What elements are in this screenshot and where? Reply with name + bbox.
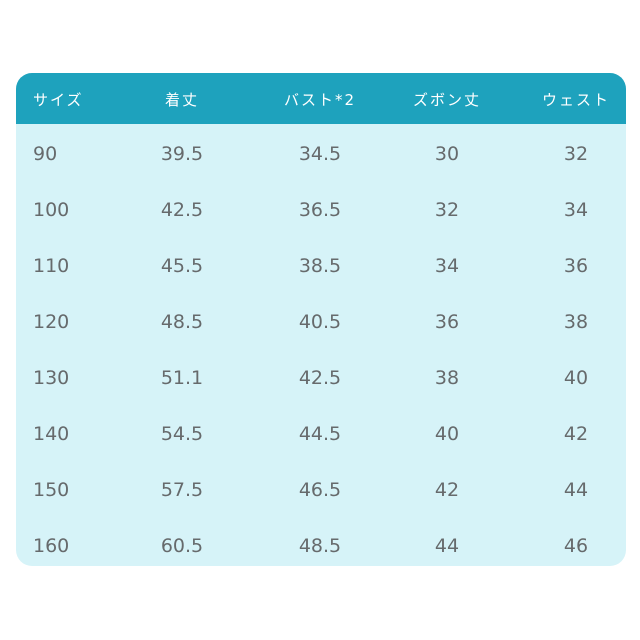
header-waist: ウェスト (541, 91, 610, 109)
cell-bust: 36.5 (298, 199, 342, 221)
cell-bust: 40.5 (298, 311, 342, 333)
cell-length: 51.1 (160, 367, 204, 389)
cell-length: 39.5 (160, 143, 204, 165)
table-header: サイズ 着丈 バスト*2 ズボン丈 ウェスト (16, 73, 626, 124)
cell-size: 160 (33, 535, 70, 557)
cell-pants-length: 32 (434, 199, 460, 221)
header-bust: バスト*2 (283, 91, 357, 109)
cell-size: 140 (33, 423, 70, 445)
cell-pants-length: 36 (434, 311, 460, 333)
cell-length: 42.5 (160, 199, 204, 221)
cell-waist: 44 (563, 479, 589, 501)
cell-waist: 42 (563, 423, 589, 445)
cell-length: 54.5 (160, 423, 204, 445)
header-size: サイズ (33, 91, 84, 109)
cell-length: 48.5 (160, 311, 204, 333)
cell-waist: 46 (563, 535, 589, 557)
cell-waist: 40 (563, 367, 589, 389)
cell-length: 45.5 (160, 255, 204, 277)
cell-size: 110 (33, 255, 70, 277)
cell-size: 120 (33, 311, 70, 333)
cell-waist: 32 (563, 143, 589, 165)
cell-pants-length: 42 (434, 479, 460, 501)
cell-length: 57.5 (160, 479, 204, 501)
cell-pants-length: 44 (434, 535, 460, 557)
cell-bust: 46.5 (298, 479, 342, 501)
header-length: 着丈 (164, 91, 199, 109)
size-chart-table: サイズ 着丈 バスト*2 ズボン丈 ウェスト 90 39.5 34.5 30 32 100… (16, 73, 626, 566)
cell-waist: 38 (563, 311, 589, 333)
cell-bust: 34.5 (298, 143, 342, 165)
cell-bust: 48.5 (298, 535, 342, 557)
cell-bust: 44.5 (298, 423, 342, 445)
cell-bust: 42.5 (298, 367, 342, 389)
cell-size: 100 (33, 199, 70, 221)
cell-waist: 34 (563, 199, 589, 221)
cell-waist: 36 (563, 255, 589, 277)
header-pants-length: ズボン丈 (412, 91, 481, 109)
cell-bust: 38.5 (298, 255, 342, 277)
cell-size: 90 (33, 143, 58, 165)
cell-size: 150 (33, 479, 70, 501)
cell-pants-length: 40 (434, 423, 460, 445)
cell-size: 130 (33, 367, 70, 389)
cell-pants-length: 34 (434, 255, 460, 277)
cell-pants-length: 38 (434, 367, 460, 389)
cell-pants-length: 30 (434, 143, 460, 165)
cell-length: 60.5 (160, 535, 204, 557)
